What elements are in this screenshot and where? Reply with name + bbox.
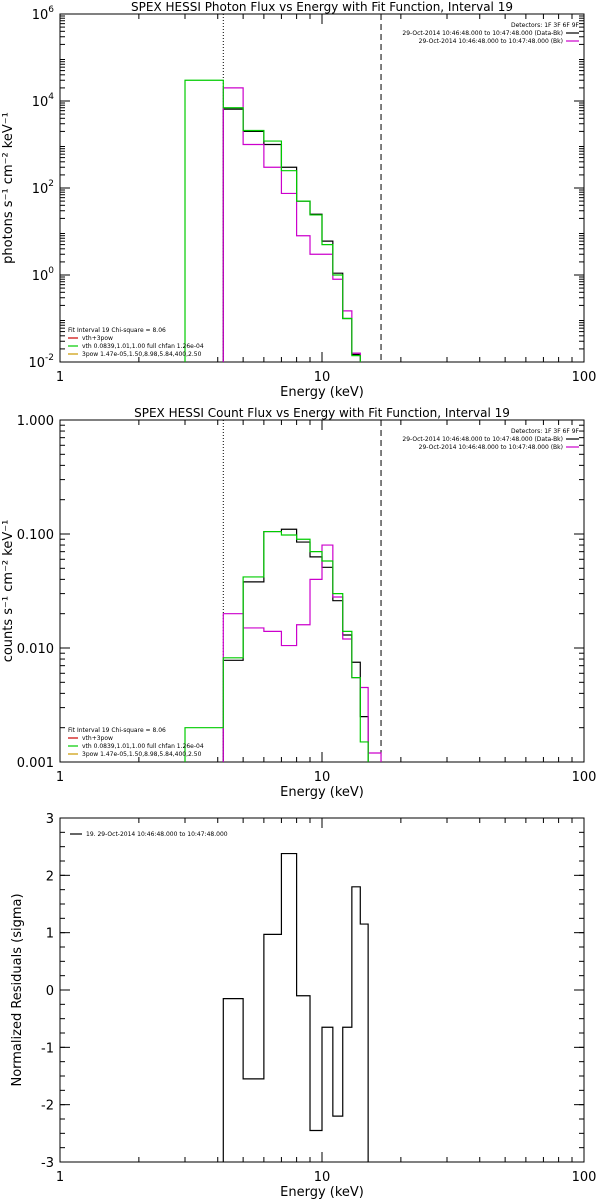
series-histogram-1 (222, 528, 369, 762)
y-tick-label: 0.010 (17, 642, 54, 657)
y-tick-label: 0.100 (17, 528, 54, 543)
legend-entry: 29-Oct-2014 10:46:48.000 to 10:47:48.000… (419, 38, 563, 45)
legend-fit-info: Fit Interval 19 Chi-square = 8.06 (68, 327, 166, 334)
y-tick-label: 2 (46, 869, 54, 884)
x-axis-label: Energy (keV) (280, 1185, 364, 1200)
y-tick-label: 106 (32, 5, 55, 23)
legend-entry: vth+3pow (82, 335, 113, 342)
x-tick-label: 100 (572, 770, 597, 785)
legend-entry: vth+3pow (82, 735, 113, 742)
legend-entry: vth 0.0839,1.01,1.00 full chfan 1.26e-04 (82, 343, 204, 350)
series-histogram-3 (184, 530, 369, 762)
x-tick-label: 100 (572, 370, 597, 385)
panel-3: 1 10 100 -3 -2 -1 0 1 2 3 Energy (keV) Normalized R… (10, 812, 596, 1200)
x-tick-label: 1 (56, 770, 64, 785)
y-tick-label: 1.000 (17, 414, 54, 429)
legend-entry: 29-Oct-2014 10:46:48.000 to 10:47:48.000… (419, 444, 563, 451)
x-tick-label: 1 (56, 1170, 64, 1185)
chart-title: SPEX HESSI Photon Flux vs Energy with Fi… (131, 0, 513, 14)
x-tick-label: 10 (314, 1170, 331, 1185)
legend-entry: 19. 29-Oct-2014 10:46:48.000 to 10:47:48… (86, 831, 228, 838)
panel-1: 1 10 100 10-2 100 102 104 106 SPEX HESSI Photon … (1, 0, 597, 400)
series-histogram-1 (222, 852, 369, 1162)
y-tick-label: 3 (46, 812, 54, 827)
legend-entry: 3pow 1.47e-05,1.50,8.98,5.84,400,2.50 (82, 351, 202, 358)
y-axis-label: photons s⁻¹ cm⁻² keV⁻¹ (1, 112, 16, 264)
y-tick-label: -3 (41, 1156, 54, 1171)
x-tick-label: 100 (572, 1170, 597, 1185)
legend-entry: vth 0.0839,1.01,1.00 full chfan 1.26e-04 (82, 743, 204, 750)
legend-entry: 29-Oct-2014 10:46:48.000 to 10:47:48.000… (402, 30, 563, 37)
chart-title: SPEX HESSI Count Flux vs Energy with Fit… (134, 406, 510, 420)
series-histogram-3 (184, 79, 361, 362)
y-tick-label: 10-2 (28, 353, 54, 371)
plot-frame (59, 13, 585, 363)
y-tick-label: 100 (32, 266, 55, 284)
x-axis-label: Energy (keV) (280, 385, 364, 400)
x-axis-label: Energy (keV) (280, 785, 364, 800)
x-tick-label: 1 (56, 370, 64, 385)
y-tick-label: -2 (41, 1099, 54, 1114)
legend-entry: 29-Oct-2014 10:46:48.000 to 10:47:48.000… (402, 436, 563, 443)
x-tick-label: 10 (314, 370, 331, 385)
y-tick-label: 102 (32, 179, 54, 197)
y-axis-label: Normalized Residuals (sigma) (10, 893, 25, 1086)
plot-frame (59, 419, 585, 763)
panel-2: 1 10 100 0.001 0.010 0.100 1.000 SPEX HESSI Cou… (1, 406, 597, 800)
y-axis-label: counts s⁻¹ cm⁻² keV⁻¹ (1, 520, 16, 663)
x-tick-label: 10 (314, 770, 331, 785)
y-tick-label: 104 (32, 92, 55, 110)
legend-detectors: Detectors: 1F 3F 6F 9F (511, 22, 580, 29)
series-histogram-2 (222, 544, 382, 762)
series-histogram-2 (222, 87, 361, 362)
y-tick-label: 0.001 (17, 756, 54, 771)
legend-entry: 3pow 1.47e-05,1.50,8.98,5.84,400,2.50 (82, 751, 202, 758)
y-tick-label: 0 (46, 984, 54, 999)
y-tick-label: -1 (41, 1041, 54, 1056)
legend-fit-info: Fit Interval 19 Chi-square = 8.06 (68, 727, 166, 734)
y-tick-label: 1 (46, 927, 54, 942)
legend-detectors: Detectors: 1F 3F 6F 9F (511, 428, 580, 435)
